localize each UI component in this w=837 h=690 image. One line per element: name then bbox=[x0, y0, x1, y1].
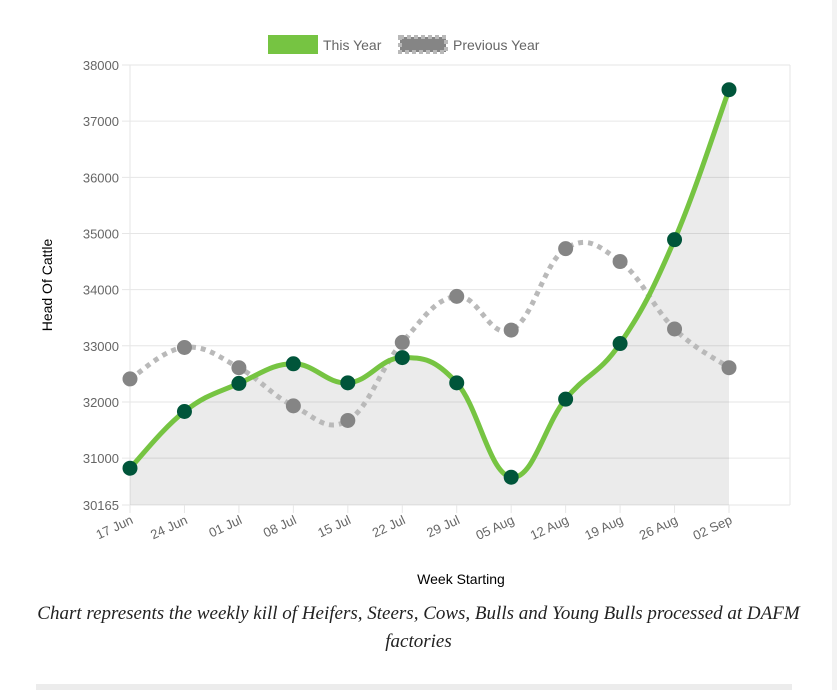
x-tick-label: 26 Aug bbox=[637, 512, 680, 543]
y-tick-label: 36000 bbox=[83, 170, 119, 185]
y-tick-label: 35000 bbox=[83, 226, 119, 241]
data-point[interactable] bbox=[612, 254, 628, 270]
data-point[interactable] bbox=[340, 412, 356, 428]
legend-swatch-previous-year[interactable] bbox=[398, 35, 448, 54]
data-point[interactable] bbox=[176, 339, 192, 355]
x-tick-label: 15 Jul bbox=[315, 512, 353, 540]
chart-caption: Chart represents the weekly kill of Heif… bbox=[37, 603, 800, 652]
y-tick-label: 37000 bbox=[83, 114, 119, 129]
x-tick-label: 01 Jul bbox=[206, 512, 244, 540]
bottom-divider bbox=[36, 684, 792, 690]
y-tick-label: 32000 bbox=[83, 395, 119, 410]
y-axis-ticks: 30165 31000 32000 33000 34000 35000 36000 37000… bbox=[83, 58, 119, 513]
x-tick-label: 02 Sep bbox=[691, 512, 735, 543]
data-point[interactable] bbox=[122, 460, 138, 476]
data-point[interactable] bbox=[558, 391, 574, 407]
data-point[interactable] bbox=[122, 371, 138, 387]
series-layer bbox=[122, 82, 737, 506]
data-point[interactable] bbox=[721, 360, 737, 376]
x-tick-label: 22 Jul bbox=[370, 512, 408, 540]
y-tick-label: 38000 bbox=[83, 58, 119, 73]
data-point[interactable] bbox=[667, 321, 683, 337]
data-point[interactable] bbox=[667, 232, 683, 248]
data-point[interactable] bbox=[449, 375, 465, 391]
x-tick-label: 29 Jul bbox=[424, 512, 462, 540]
series-area-0 bbox=[130, 89, 729, 506]
page-edge bbox=[832, 0, 837, 690]
legend-label-this-year[interactable]: This Year bbox=[323, 37, 382, 53]
data-point[interactable] bbox=[394, 350, 410, 366]
y-tick-label: 30165 bbox=[83, 498, 119, 513]
x-tick-label: 08 Jul bbox=[261, 512, 299, 540]
data-point[interactable] bbox=[394, 334, 410, 350]
legend[interactable]: This Year Previous Year bbox=[268, 35, 540, 54]
x-tick-label: 19 Aug bbox=[582, 512, 625, 543]
legend-label-previous-year[interactable]: Previous Year bbox=[453, 37, 540, 53]
data-point[interactable] bbox=[231, 375, 247, 391]
y-axis-title: Head Of Cattle bbox=[39, 238, 55, 331]
y-tick-label: 31000 bbox=[83, 451, 119, 466]
x-axis-title: Week Starting bbox=[417, 571, 505, 587]
x-tick-label: 17 Jun bbox=[94, 512, 136, 542]
y-tick-label: 34000 bbox=[83, 283, 119, 298]
data-point[interactable] bbox=[176, 403, 192, 419]
data-point[interactable] bbox=[558, 241, 574, 257]
data-point[interactable] bbox=[721, 82, 737, 98]
x-axis-ticks: 17 Jun 24 Jun 01 Jul 08 Jul 15 Jul 22 Jul 29 J… bbox=[94, 512, 735, 543]
x-tick-label: 24 Jun bbox=[148, 512, 190, 542]
data-point[interactable] bbox=[231, 360, 247, 376]
data-point[interactable] bbox=[340, 375, 356, 391]
x-tick-label: 12 Aug bbox=[528, 512, 571, 543]
data-point[interactable] bbox=[503, 322, 519, 338]
legend-swatch-this-year[interactable] bbox=[268, 35, 318, 54]
y-tick-label: 33000 bbox=[83, 339, 119, 354]
data-point[interactable] bbox=[285, 398, 301, 414]
data-point[interactable] bbox=[285, 356, 301, 372]
data-point[interactable] bbox=[612, 336, 628, 352]
data-point[interactable] bbox=[449, 288, 465, 304]
data-point[interactable] bbox=[503, 469, 519, 485]
x-tick-label: 05 Aug bbox=[473, 512, 516, 543]
line-chart: 30165 31000 32000 33000 34000 35000 36000 37000… bbox=[39, 35, 791, 587]
